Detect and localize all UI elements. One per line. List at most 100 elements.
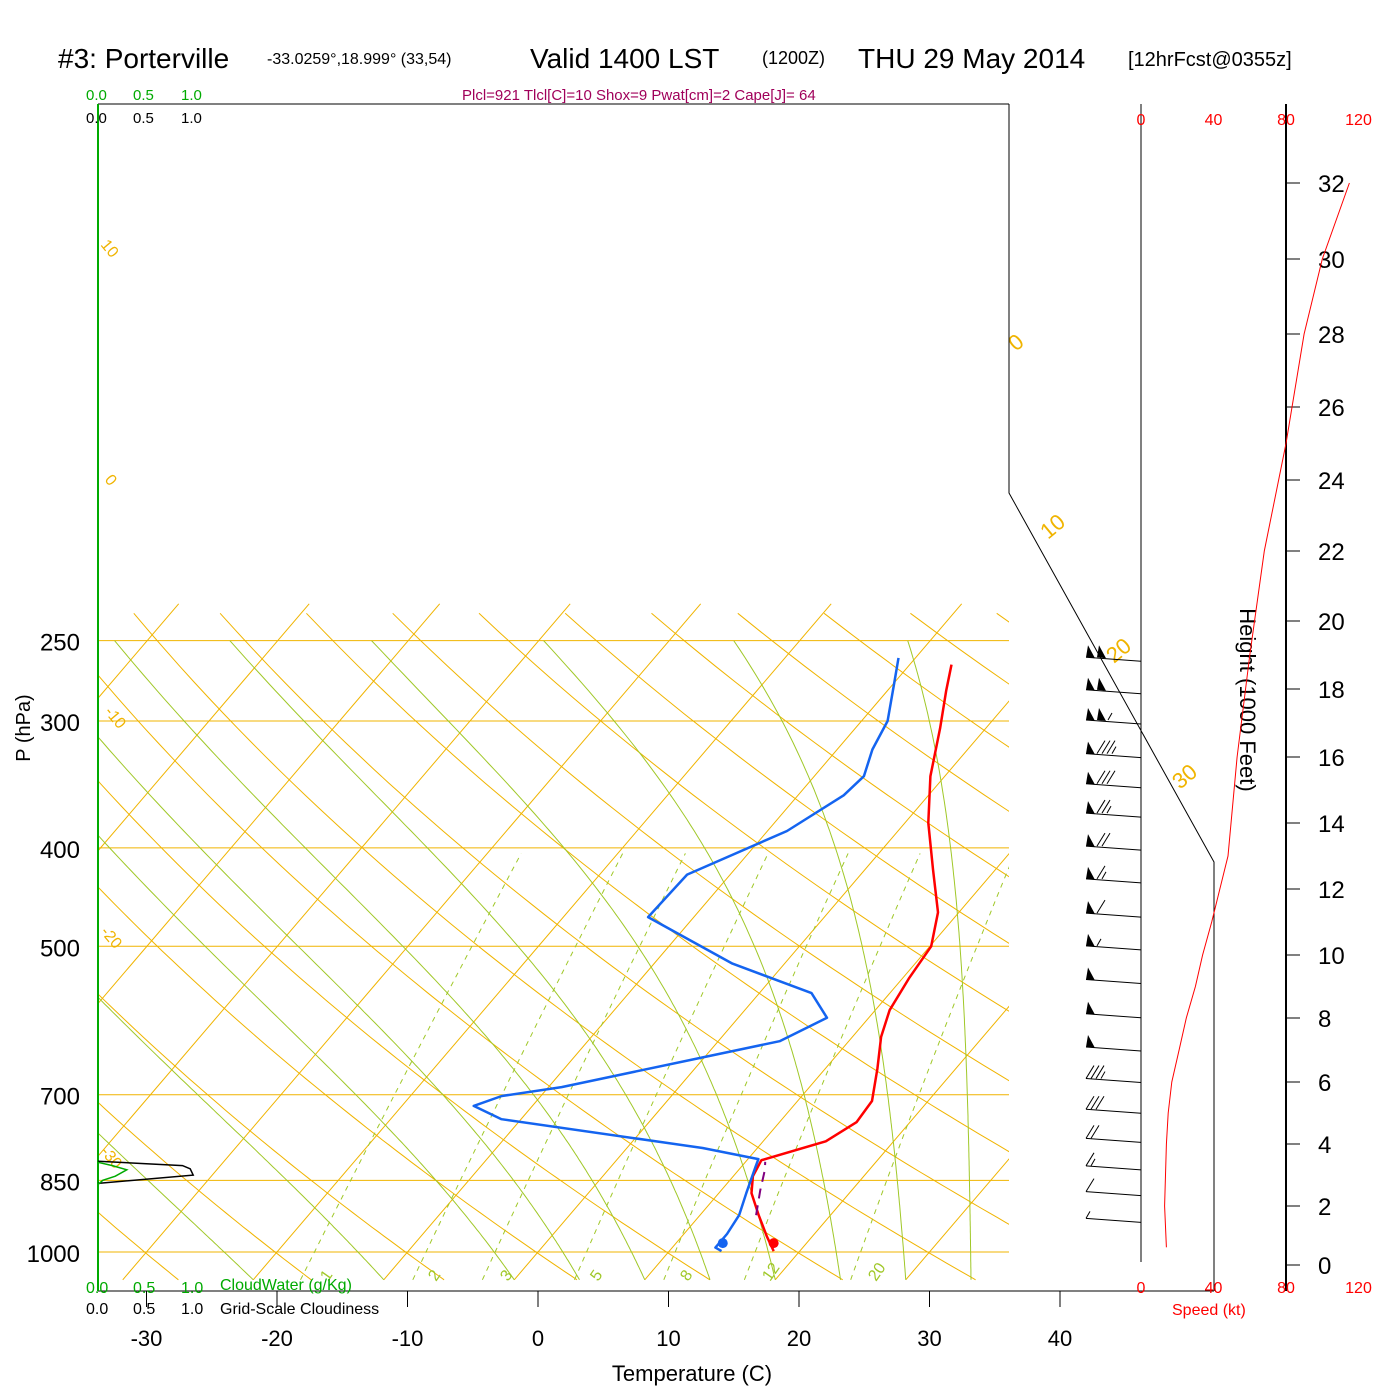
wind-barb-8 [1085, 899, 1142, 918]
height-tick-label-3: 6 [1318, 1070, 1331, 1097]
isotherm--40 [98, 603, 571, 1157]
x-tick-label-4: 10 [656, 1326, 680, 1351]
wind-barb-full-13 [1090, 1065, 1100, 1079]
wind-barb-full-6 [1096, 832, 1106, 847]
wind-barbs [1085, 645, 1142, 1223]
height-tick-label-9: 18 [1318, 677, 1345, 704]
height-tick-label-10: 20 [1318, 609, 1345, 636]
wind-barb-flag-10 [1086, 967, 1095, 981]
wind-barb-staff-17 [1085, 1191, 1142, 1197]
wind-barb-full-5 [1096, 799, 1106, 814]
isotherm-10 [644, 852, 1009, 1281]
moist-adiabat-10 [1036, 641, 1052, 1280]
wind-barb-staff-10 [1085, 979, 1142, 984]
y-axis-title: P (hPa) [13, 694, 35, 761]
isotherm--20 [252, 603, 832, 1281]
wind-barb-staff-15 [1085, 1137, 1142, 1143]
isotherm--50 [98, 603, 441, 1005]
cloud-bottom-green-2: 1.0 [181, 1280, 203, 1297]
speed-tick-bottom-2: 80 [1277, 1280, 1295, 1297]
wind-barb-flag-11 [1086, 1001, 1095, 1015]
wind-barb-half-9 [1096, 938, 1102, 947]
wind-barb-flag-1 [1086, 677, 1095, 691]
dry-adiabat-363 [651, 612, 1009, 878]
cloudiness-profile [97, 1160, 195, 1185]
dry-adiabat-283 [98, 780, 711, 1281]
wind-barb-staff-16 [1085, 1165, 1142, 1171]
isotherm-label-2: 20 [1101, 633, 1136, 668]
wind-barb-half-16 [1090, 1158, 1096, 1167]
surface-point-dewpoint [717, 1238, 728, 1249]
wind-barb-9 [1085, 933, 1142, 951]
wind-barb-flag-1 [1097, 677, 1106, 691]
station-coords: -33.0259°,18.999° (33,54) [267, 51, 451, 68]
wind-barb-staff-7 [1085, 878, 1142, 884]
mixing-ratio-line-1 [412, 853, 624, 1281]
wind-barb-flag-3 [1086, 741, 1095, 755]
isotherm-30 [905, 1158, 1009, 1281]
wind-barb-staff-18 [1085, 1217, 1142, 1223]
height-tick-label-1: 2 [1318, 1194, 1331, 1221]
dry-adiabat-273 [98, 886, 578, 1281]
utc-time: (1200Z) [762, 48, 825, 68]
wind-barb-flag-2 [1086, 707, 1095, 721]
mixing-ratio-line-5 [743, 853, 921, 1280]
sounding-line-temperature [750, 664, 953, 1252]
moist-adiabat-3 [98, 736, 580, 1281]
wind-barb-13 [1085, 1065, 1142, 1084]
plot-right-border [1008, 104, 1215, 1291]
height-tick-label-16: 32 [1318, 171, 1345, 198]
dry-adiabat-303 [133, 612, 976, 1281]
dry-adiabat-293 [98, 674, 843, 1281]
dry-adiabat-353 [564, 612, 1009, 944]
isotherm-label-3: 30 [1167, 759, 1202, 794]
cloud-bottom-green-1: 0.5 [133, 1280, 155, 1297]
height-tick-label-4: 8 [1318, 1006, 1331, 1033]
speed-tick-top-2: 80 [1277, 112, 1295, 129]
x-tick-label-1: -20 [261, 1326, 293, 1351]
mixing-ratio-line-0 [300, 853, 522, 1281]
cloud-top-black-1: 0.5 [133, 110, 154, 127]
moist-adiabat-8 [733, 640, 907, 1280]
dry-adiabat-label-2: -10 [101, 704, 129, 733]
isotherm-50 [1167, 604, 1400, 1280]
wind-barb-full-15 [1090, 1125, 1100, 1139]
mixing-ratio-line-3 [574, 853, 769, 1280]
wind-barb-flag-7 [1086, 866, 1095, 880]
wind-barb-1 [1085, 677, 1142, 695]
x-tick-label-3: 0 [532, 1326, 544, 1351]
p-tick-label-0: 1000 [27, 1241, 80, 1268]
x-tick-label-2: -10 [392, 1326, 424, 1351]
p-tick-label-3: 500 [40, 935, 80, 962]
dry-adiabat-263 [98, 993, 445, 1281]
sounding-lines [472, 657, 953, 1253]
height-tick-label-13: 26 [1318, 395, 1345, 422]
p-tick-label-1: 850 [40, 1169, 80, 1196]
cloud-bottom-green-0: 0.0 [86, 1280, 108, 1297]
wind-barb-2 [1085, 707, 1142, 725]
speed-tick-top-1: 40 [1205, 112, 1223, 129]
x-axis-title: Temperature (C) [612, 1361, 772, 1386]
mixing-ratio-label-5: 12 [759, 1260, 783, 1284]
wind-barb-staff-9 [1085, 945, 1142, 951]
wind-barb-half-7 [1101, 871, 1107, 880]
speed-tick-bottom-3: 120 [1345, 1280, 1372, 1297]
dry-adiabat-443 [1342, 613, 1400, 1280]
isotherm-0 [513, 700, 1009, 1281]
wind-barb-flag-8 [1086, 901, 1095, 915]
cloud-axis-bottom-black: 0.0 0.5 1.0 Grid-Scale Cloudiness [86, 1301, 379, 1318]
dry-adiabat-333 [392, 612, 1009, 1082]
wind-barb-flag-0 [1097, 645, 1106, 659]
isotherm--10 [383, 603, 963, 1281]
height-tick-label-2: 4 [1318, 1132, 1331, 1159]
mixing-ratio-line-4 [663, 853, 849, 1280]
cloud-bottom-black-0: 0.0 [86, 1301, 108, 1318]
dry-adiabat-423 [1169, 613, 1400, 1280]
speed-tick-bottom-1: 40 [1205, 1280, 1223, 1297]
cloud-axis-bottom-green: 0.0 0.5 1.0 CloudWater (g/Kg) [86, 1277, 352, 1297]
wind-barb-half-13 [1100, 1071, 1106, 1079]
wind-barb-11 [1085, 1001, 1142, 1019]
wind-barb-half-2 [1107, 712, 1113, 721]
valid-date: THU 29 May 2014 [858, 43, 1085, 74]
p-tick-label-4: 400 [40, 837, 80, 864]
